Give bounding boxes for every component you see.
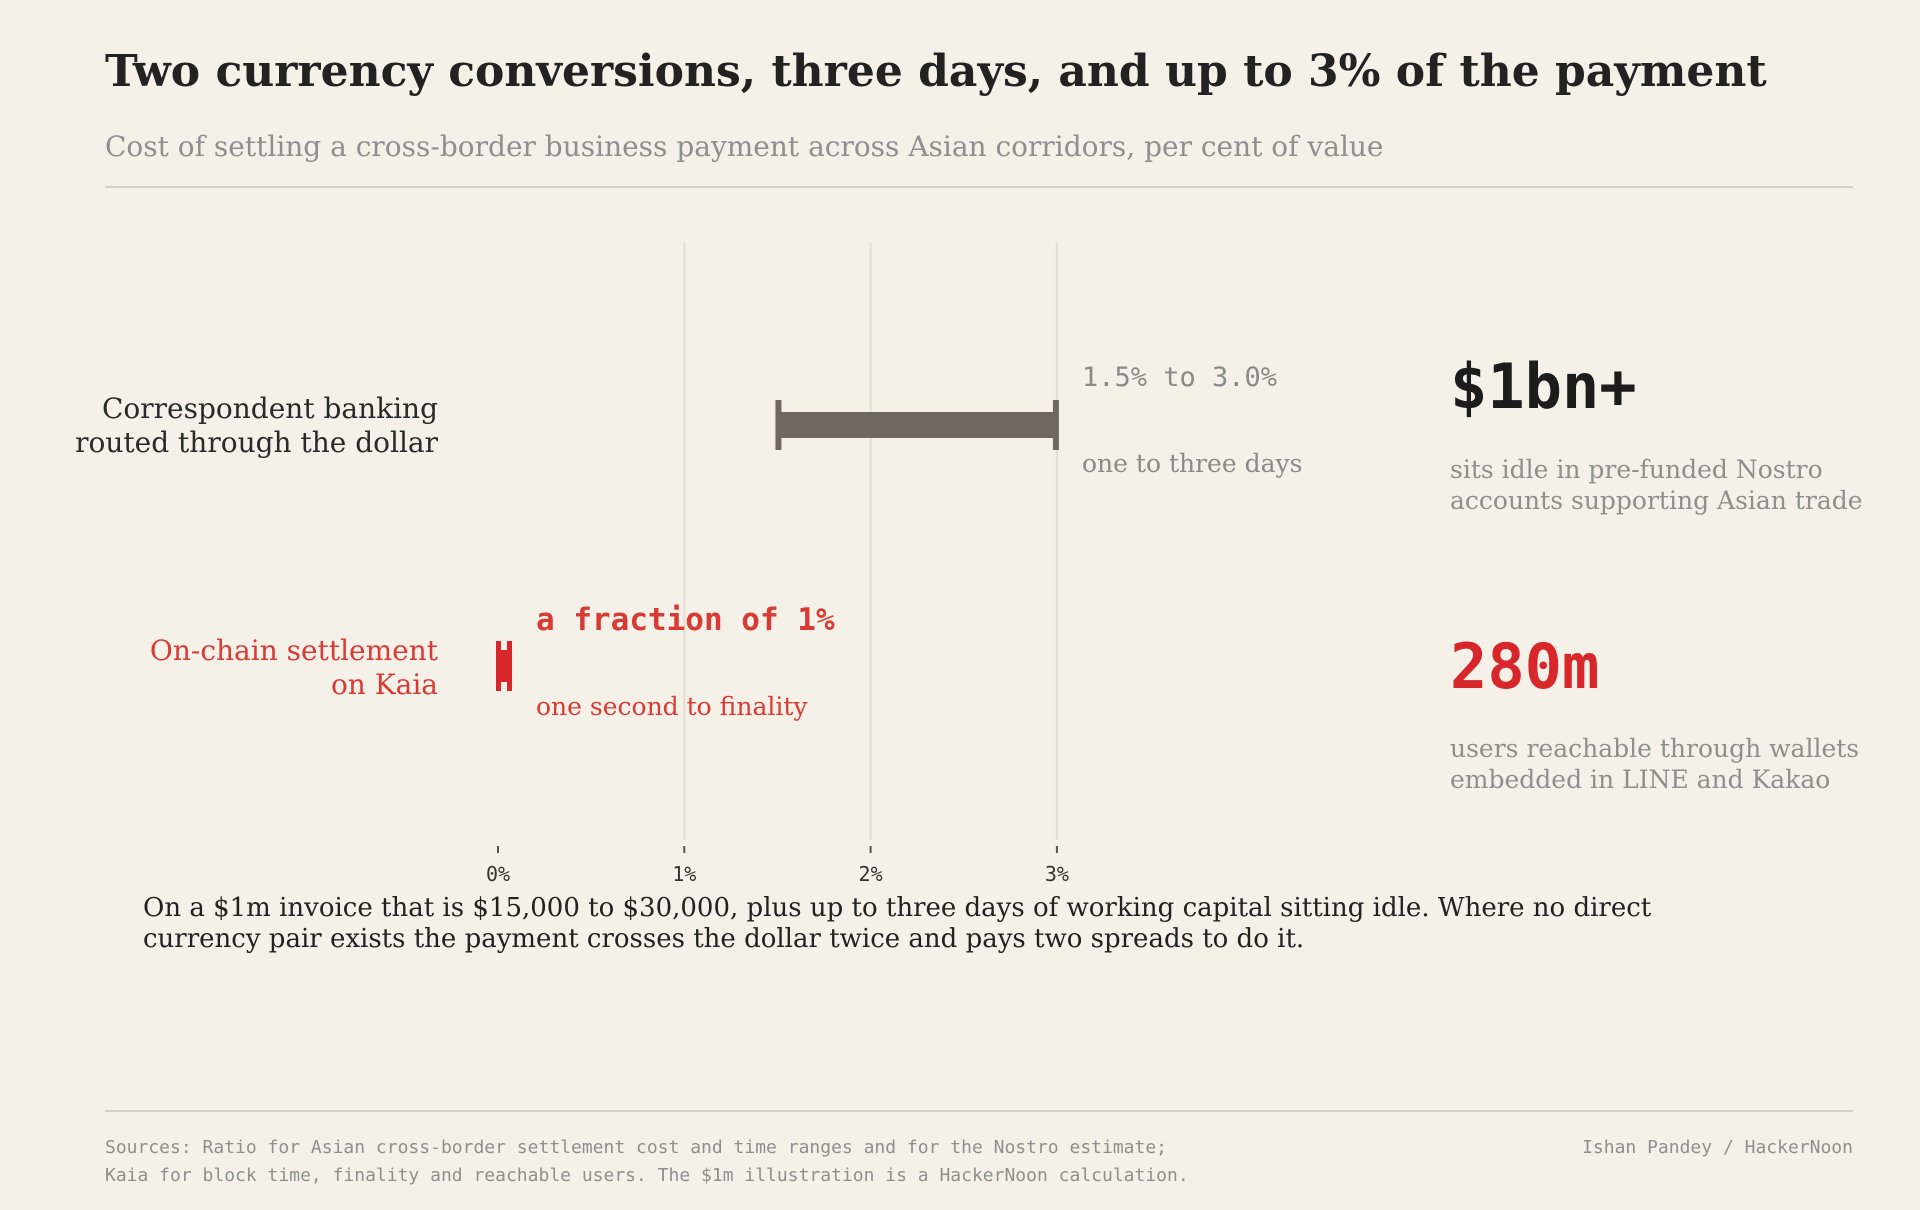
sources-text: Sources: Ratio for Asian cross-border se… bbox=[105, 1137, 1189, 1186]
range-bar-1 bbox=[496, 641, 512, 691]
header-divider bbox=[105, 186, 1853, 188]
range-cap-low-1 bbox=[496, 641, 501, 691]
tick-label-2: 2% bbox=[859, 862, 883, 886]
stat-value-nostro: $1bn+ bbox=[1450, 350, 1637, 423]
tick-label-3: 3% bbox=[1045, 862, 1069, 886]
range-cap-high-0 bbox=[1052, 400, 1059, 450]
range-bar-body-0 bbox=[777, 412, 1057, 438]
chart-subtitle: Cost of settling a cross-border business… bbox=[105, 130, 1384, 163]
credit-text: Ishan Pandey / HackerNoon bbox=[1582, 1137, 1853, 1158]
range-cap-low-0 bbox=[775, 400, 782, 450]
footer-divider bbox=[105, 1110, 1853, 1112]
chart-title: Two currency conversions, three days, an… bbox=[105, 46, 1767, 97]
row-label-correspondent-banking: Correspondent banking routed through the… bbox=[75, 392, 438, 459]
range-chart: 0% 1% 2% 3% bbox=[486, 243, 1069, 886]
range-label-on-chain-kaia: a fraction of 1% bbox=[536, 602, 835, 638]
range-label-correspondent-banking: 1.5% to 3.0% bbox=[1082, 362, 1278, 393]
range-bar-0 bbox=[775, 400, 1059, 450]
explanatory-note: On a $1m invoice that is $15,000 to $30,… bbox=[143, 893, 1652, 954]
stat-description-users: users reachable through wallets embedded… bbox=[1450, 734, 1860, 794]
stat-value-users: 280m bbox=[1450, 630, 1600, 703]
stat-description-nostro: sits idle in pre-funded Nostro accounts … bbox=[1450, 455, 1863, 515]
range-bar-body-1 bbox=[499, 650, 509, 682]
row-label-on-chain-kaia: On-chain settlement on Kaia bbox=[149, 634, 438, 701]
time-label-on-chain-kaia: one second to finality bbox=[536, 692, 808, 721]
tick-label-1: 1% bbox=[672, 862, 696, 886]
tick-label-0: 0% bbox=[486, 862, 510, 886]
range-cap-high-1 bbox=[507, 641, 512, 691]
time-label-correspondent-banking: one to three days bbox=[1082, 449, 1303, 478]
